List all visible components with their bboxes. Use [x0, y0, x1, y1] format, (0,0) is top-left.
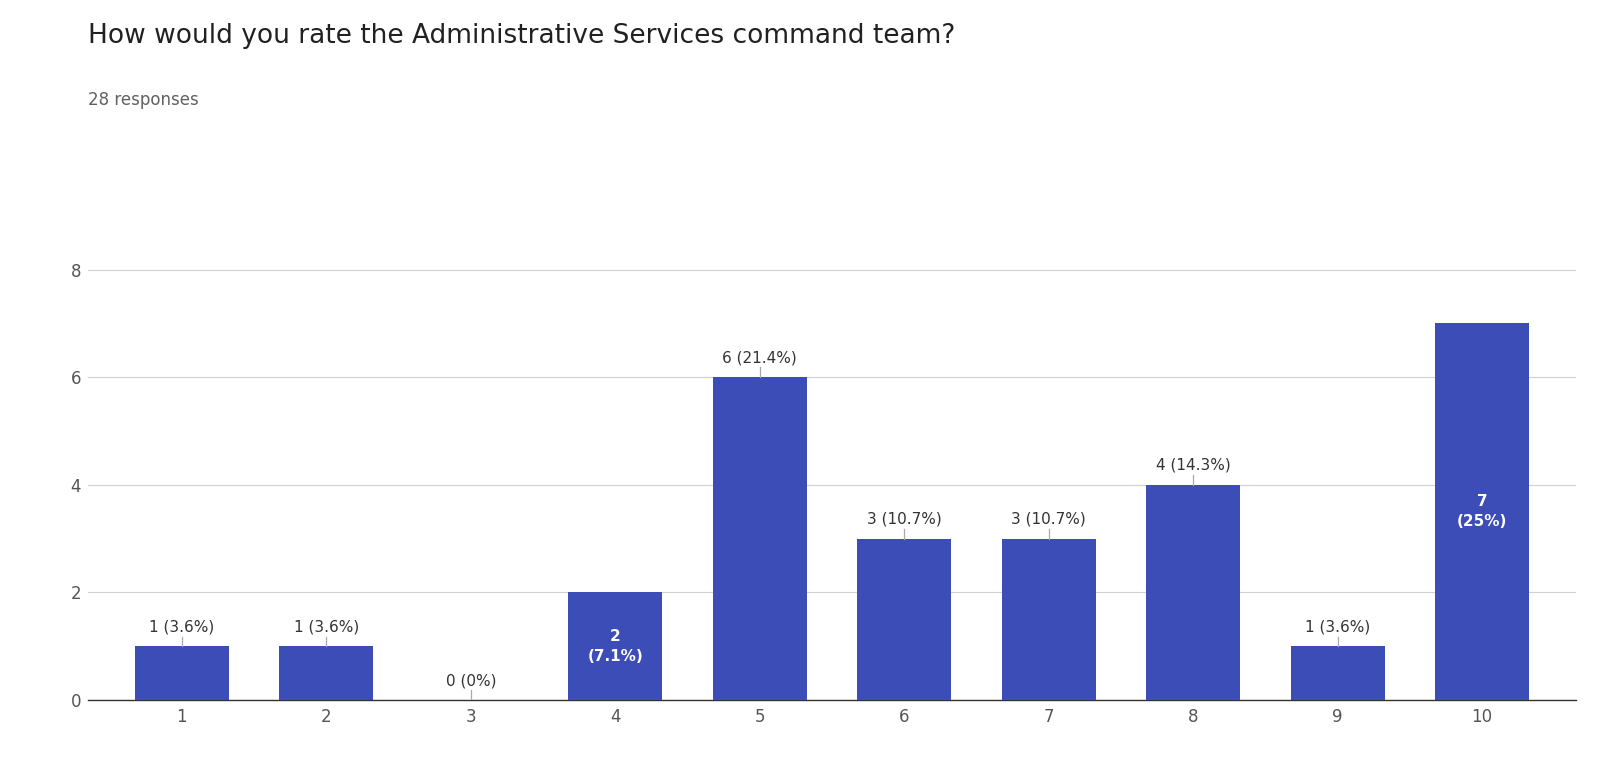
Text: 1 (3.6%): 1 (3.6%): [149, 619, 214, 635]
Text: 1 (3.6%): 1 (3.6%): [1306, 619, 1370, 635]
Text: 1 (3.6%): 1 (3.6%): [294, 619, 358, 635]
Bar: [1146, 485, 1240, 700]
Text: 4 (14.3%): 4 (14.3%): [1155, 458, 1230, 473]
Bar: [280, 646, 373, 700]
Bar: [1002, 539, 1096, 700]
Text: 6 (21.4%): 6 (21.4%): [722, 350, 797, 365]
Text: How would you rate the Administrative Services command team?: How would you rate the Administrative Se…: [88, 23, 955, 49]
Bar: [714, 377, 806, 700]
Text: 3 (10.7%): 3 (10.7%): [1011, 512, 1086, 527]
Text: 2
(7.1%): 2 (7.1%): [587, 629, 643, 664]
Bar: [1291, 646, 1384, 700]
Text: 3 (10.7%): 3 (10.7%): [867, 512, 942, 527]
Text: 28 responses: 28 responses: [88, 91, 198, 110]
Bar: [858, 539, 950, 700]
Bar: [134, 646, 229, 700]
Bar: [568, 593, 662, 700]
Text: 0 (0%): 0 (0%): [445, 673, 496, 688]
Text: 7
(25%): 7 (25%): [1458, 495, 1507, 529]
Bar: [1435, 323, 1530, 700]
